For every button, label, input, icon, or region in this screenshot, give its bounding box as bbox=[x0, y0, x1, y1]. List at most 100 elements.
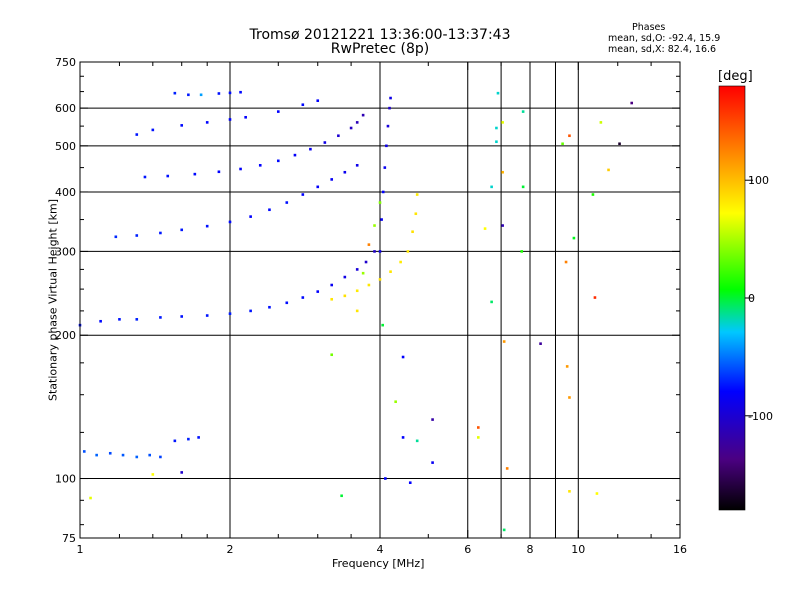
data-point bbox=[151, 128, 155, 132]
data-point bbox=[180, 124, 184, 127]
chart-subtitle: RwPretec (8p) bbox=[330, 41, 430, 57]
data-point bbox=[367, 243, 371, 246]
data-point bbox=[521, 110, 525, 113]
y-tick-label: 400 bbox=[55, 186, 76, 199]
data-point bbox=[82, 450, 86, 453]
data-point bbox=[386, 124, 390, 128]
data-point bbox=[361, 113, 365, 117]
data-point bbox=[401, 436, 405, 439]
data-point bbox=[565, 365, 569, 368]
data-point bbox=[591, 193, 595, 196]
data-point bbox=[159, 231, 162, 235]
data-point bbox=[239, 90, 242, 94]
data-point bbox=[180, 471, 184, 474]
data-point bbox=[595, 492, 599, 495]
data-point bbox=[173, 91, 177, 95]
data-point bbox=[276, 159, 280, 163]
data-point bbox=[490, 185, 493, 189]
data-point bbox=[193, 172, 197, 176]
data-point bbox=[99, 319, 102, 323]
data-point bbox=[618, 142, 621, 146]
data-point bbox=[166, 174, 170, 178]
data-point bbox=[502, 340, 506, 343]
data-point bbox=[502, 528, 506, 532]
data-point bbox=[477, 426, 480, 429]
data-point bbox=[355, 289, 359, 293]
data-point bbox=[630, 101, 634, 105]
phase-stats-heading: Phases bbox=[632, 22, 666, 33]
data-point bbox=[505, 467, 509, 470]
data-point bbox=[378, 201, 382, 204]
data-point bbox=[411, 230, 414, 234]
data-point bbox=[309, 147, 312, 151]
data-point bbox=[205, 224, 209, 228]
phase-stats-o-mode: mean, sd,O: -92.4, 15.9 bbox=[608, 33, 721, 44]
data-point bbox=[349, 126, 353, 130]
data-point bbox=[568, 490, 571, 493]
data-point bbox=[431, 418, 434, 421]
data-point bbox=[355, 268, 359, 271]
grid-lines bbox=[80, 62, 680, 538]
data-point bbox=[323, 141, 327, 144]
colorbar-tick-label: -100 bbox=[748, 410, 773, 423]
data-point bbox=[205, 121, 209, 124]
data-point bbox=[316, 99, 320, 102]
x-tick-label: 1 bbox=[77, 543, 84, 556]
data-point bbox=[394, 400, 397, 404]
data-point bbox=[381, 323, 384, 327]
y-tick-label: 200 bbox=[55, 329, 76, 342]
data-point bbox=[378, 278, 382, 281]
data-point bbox=[330, 353, 334, 357]
data-point bbox=[355, 164, 359, 167]
x-tick-label: 10 bbox=[571, 543, 585, 556]
data-point bbox=[249, 215, 252, 218]
data-point bbox=[301, 103, 305, 107]
data-point bbox=[343, 170, 347, 174]
x-axis-label: Frequency [MHz] bbox=[332, 557, 425, 570]
data-point bbox=[268, 208, 271, 212]
data-point bbox=[383, 166, 387, 169]
data-point bbox=[135, 318, 139, 321]
data-point bbox=[239, 167, 242, 171]
data-point bbox=[108, 451, 112, 455]
data-point bbox=[228, 91, 232, 95]
data-point bbox=[340, 494, 343, 498]
data-point bbox=[572, 236, 576, 240]
data-point bbox=[118, 318, 121, 321]
data-point bbox=[143, 175, 147, 179]
y-tick-label: 100 bbox=[55, 473, 76, 486]
data-point bbox=[159, 455, 162, 459]
data-point bbox=[380, 218, 383, 221]
data-point bbox=[477, 436, 480, 439]
data-point bbox=[249, 309, 252, 313]
data-point bbox=[89, 496, 92, 500]
data-point bbox=[330, 297, 334, 301]
data-point bbox=[389, 96, 392, 100]
data-point bbox=[355, 121, 359, 124]
data-point bbox=[520, 250, 524, 253]
phase-stats-x-mode: mean, sd,X: 82.4, 16.6 bbox=[608, 44, 717, 55]
data-point bbox=[599, 121, 603, 124]
data-point bbox=[199, 93, 203, 97]
data-point bbox=[135, 133, 139, 136]
y-tick-label: 300 bbox=[55, 245, 76, 258]
data-point bbox=[385, 144, 388, 148]
data-point bbox=[293, 153, 297, 157]
data-point bbox=[564, 260, 568, 264]
data-point bbox=[180, 228, 184, 232]
data-point bbox=[301, 193, 305, 196]
colorbar-ticks: 100 0 -100 bbox=[745, 174, 773, 423]
data-point bbox=[205, 314, 209, 317]
data-point bbox=[521, 185, 525, 189]
data-point bbox=[501, 121, 504, 124]
data-point bbox=[258, 164, 262, 167]
data-point bbox=[173, 439, 177, 443]
x-tick-label: 4 bbox=[377, 543, 384, 556]
data-points bbox=[78, 90, 634, 532]
data-point bbox=[330, 283, 334, 287]
x-tick-label: 6 bbox=[464, 543, 471, 556]
data-point bbox=[381, 190, 385, 194]
data-point bbox=[135, 234, 139, 237]
data-point bbox=[495, 126, 498, 130]
data-point bbox=[343, 294, 347, 298]
